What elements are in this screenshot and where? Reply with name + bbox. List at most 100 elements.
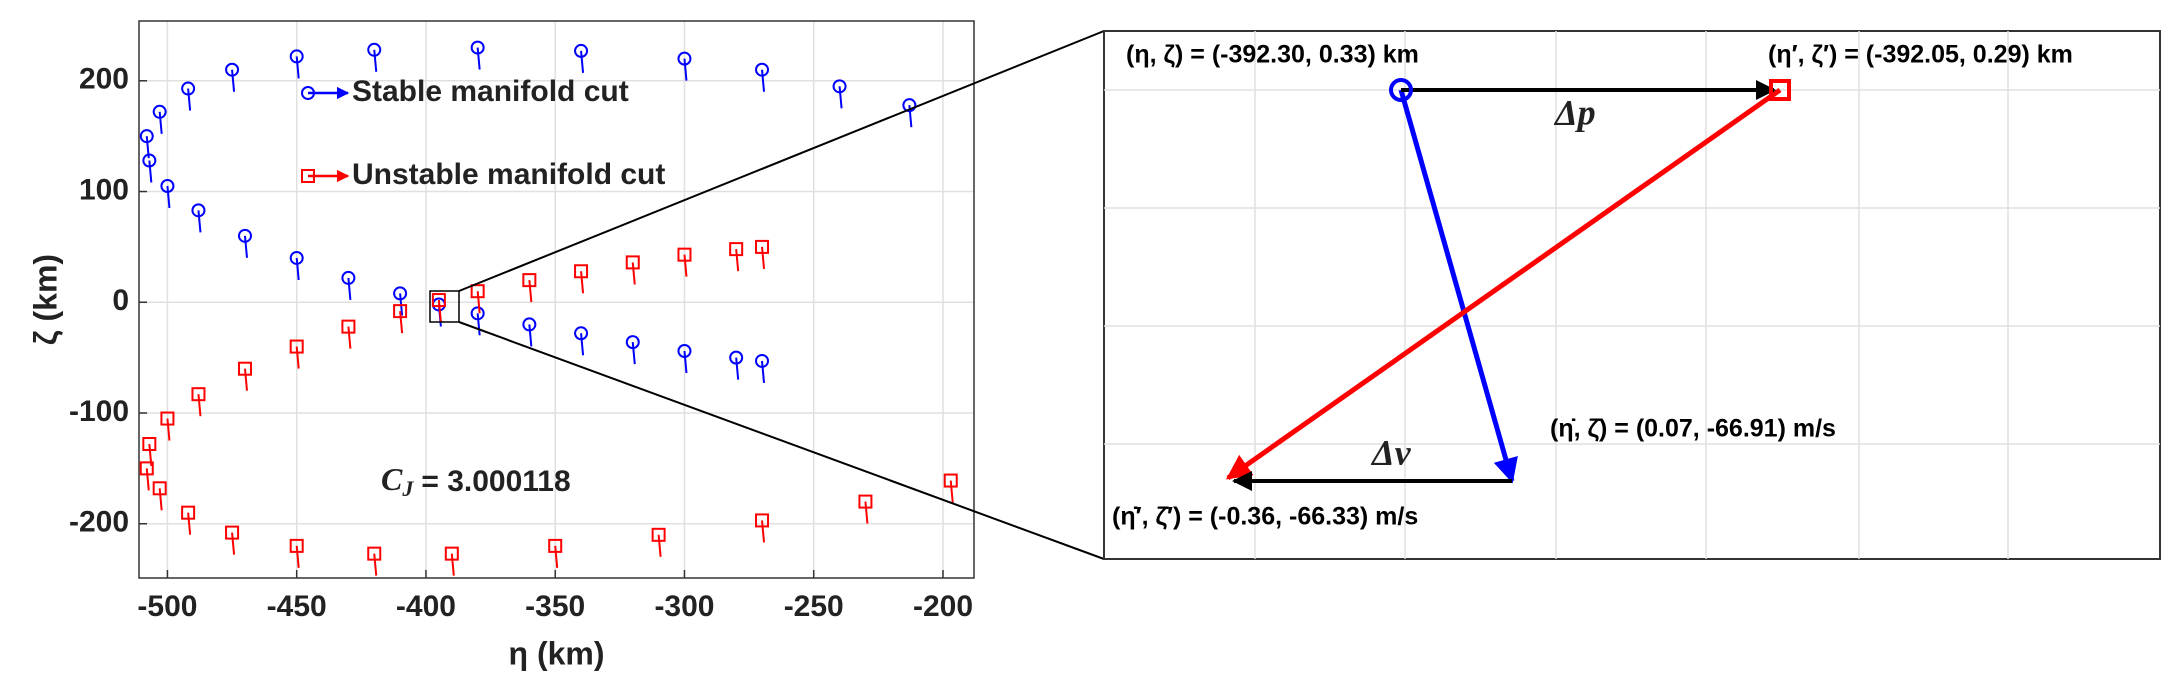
velocity-arrow bbox=[580, 271, 585, 294]
velocity-arrow bbox=[631, 342, 636, 365]
velocity-arrow bbox=[148, 443, 153, 467]
manifold-point bbox=[367, 546, 382, 576]
manifold-point bbox=[755, 239, 770, 269]
marker bbox=[729, 242, 744, 257]
manifold-point bbox=[470, 306, 485, 336]
legend-marker bbox=[301, 86, 315, 100]
plot-area bbox=[139, 21, 974, 578]
zoom-box bbox=[429, 290, 460, 323]
velocity-arrow bbox=[683, 58, 688, 81]
manifold-point bbox=[152, 481, 167, 511]
unstable-point bbox=[1769, 79, 1791, 101]
unstable-velocity-vector bbox=[1225, 87, 1782, 481]
velocity-arrow bbox=[437, 299, 442, 323]
velocity-arrow bbox=[145, 468, 150, 491]
marker bbox=[755, 239, 770, 254]
velocity-arrow bbox=[243, 235, 248, 258]
velocity-arrow bbox=[148, 160, 153, 183]
y-tick-label: -200 bbox=[69, 506, 129, 539]
velocity-arrow bbox=[476, 47, 481, 70]
velocity-arrow bbox=[761, 360, 766, 384]
velocity-arrow bbox=[295, 545, 300, 568]
manifold-point bbox=[289, 339, 304, 369]
manifold-point bbox=[225, 525, 240, 555]
velocity-arrow bbox=[528, 324, 533, 347]
marker bbox=[160, 178, 175, 193]
manifold-point bbox=[729, 350, 744, 380]
manifold-point bbox=[142, 437, 157, 467]
marker bbox=[237, 361, 252, 376]
unstable-velocity-label: (η̇′, ζ̇′) = (-0.36, -66.33) m/s bbox=[1112, 503, 1418, 531]
velocity-arrow bbox=[949, 480, 954, 503]
marker bbox=[522, 317, 537, 332]
marker bbox=[470, 40, 485, 55]
velocity-arrow bbox=[735, 357, 740, 380]
velocity-arrow bbox=[187, 512, 192, 535]
marker bbox=[522, 273, 537, 288]
manifold-point bbox=[431, 293, 446, 323]
marker bbox=[755, 353, 770, 368]
marker bbox=[574, 326, 589, 341]
marker bbox=[858, 494, 873, 509]
manifold-point bbox=[181, 505, 196, 535]
manifold-point bbox=[574, 43, 589, 73]
x-tick-label: -300 bbox=[654, 590, 714, 623]
velocity-arrow bbox=[166, 185, 171, 209]
marker bbox=[677, 247, 692, 262]
marker bbox=[902, 98, 917, 113]
marker bbox=[341, 270, 356, 285]
marker bbox=[625, 335, 640, 350]
manifold-point bbox=[858, 494, 873, 524]
velocity-arrow bbox=[373, 553, 378, 576]
marker bbox=[191, 203, 206, 218]
velocity-arrow bbox=[347, 277, 352, 300]
marker bbox=[367, 42, 382, 57]
marker bbox=[289, 538, 304, 553]
zoom-frame bbox=[1103, 30, 2161, 560]
velocity-arrow bbox=[580, 50, 585, 73]
velocity-arrow bbox=[197, 394, 202, 417]
manifold-point bbox=[755, 513, 770, 543]
legend-label: Unstable manifold cut bbox=[352, 158, 665, 191]
marker bbox=[444, 546, 459, 561]
manifold-point bbox=[625, 335, 640, 365]
velocity-arrow bbox=[631, 262, 636, 285]
y-tick-label: -100 bbox=[69, 395, 129, 428]
manifold-plot: -500 -450 -400 -350 -300 -250 -200 -200 -100 0 100… bbox=[27, 20, 975, 671]
y-axis-label: ζ (km) bbox=[27, 254, 63, 345]
velocity-arrow bbox=[158, 111, 163, 134]
velocity-arrow bbox=[187, 88, 192, 111]
y-tick-label: 0 bbox=[112, 284, 129, 317]
manifold-point bbox=[470, 40, 485, 70]
velocity-arrow bbox=[450, 553, 455, 576]
velocity-arrow bbox=[197, 210, 202, 233]
velocity-arrow bbox=[657, 534, 662, 557]
marker bbox=[729, 350, 744, 365]
velocity-arrow bbox=[683, 350, 688, 374]
dp-label: Δp bbox=[1553, 92, 1596, 132]
marker bbox=[237, 228, 252, 243]
manifold-point bbox=[729, 242, 744, 272]
velocity-arrow bbox=[295, 346, 300, 369]
manifold-point bbox=[139, 461, 154, 491]
marker bbox=[289, 49, 304, 64]
stable-velocity-label: (η̇, ζ̇) = (0.07, -66.91) m/s bbox=[1550, 415, 1836, 443]
velocity-arrow bbox=[864, 501, 869, 524]
dv-label: Δv bbox=[1370, 432, 1412, 472]
marker bbox=[367, 546, 382, 561]
manifold-point bbox=[522, 317, 537, 347]
legend-label: Stable manifold cut bbox=[352, 75, 629, 108]
velocity-arrow bbox=[735, 249, 740, 272]
manifold-point bbox=[225, 62, 240, 92]
marker bbox=[470, 284, 485, 299]
marker bbox=[755, 62, 770, 77]
velocity-arrow bbox=[761, 69, 766, 92]
legend-marker bbox=[301, 169, 315, 183]
x-tick-label: -400 bbox=[396, 590, 456, 623]
zoom-connector bbox=[458, 321, 1105, 560]
marker bbox=[393, 304, 408, 319]
manifold-point bbox=[393, 304, 408, 334]
manifold-point bbox=[651, 527, 666, 557]
manifold-point bbox=[142, 153, 157, 183]
marker bbox=[832, 79, 847, 94]
